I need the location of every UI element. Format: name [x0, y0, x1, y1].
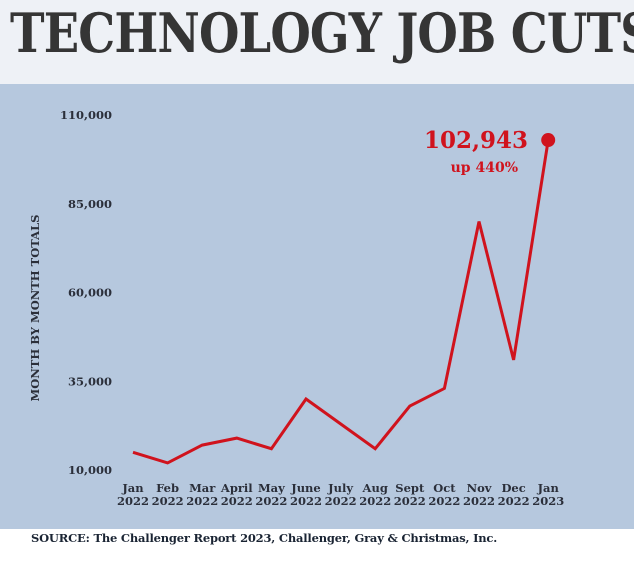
x-tick-label: Oct 2022: [428, 481, 460, 508]
y-tick-label: 60,000: [68, 286, 112, 300]
y-tick-label: 10,000: [68, 463, 112, 477]
x-tick-label: May 2022: [255, 481, 287, 508]
x-tick-label: July 2022: [325, 481, 357, 508]
y-axis-ticks: 10,000 35,000 60,000 85,000 110,000: [60, 108, 112, 477]
x-tick-label: June 2022: [290, 481, 322, 508]
y-axis-label: MONTH BY MONTH TOTALS: [28, 215, 42, 402]
chart-title: TECHNOLOGY JOB CUTS: [10, 1, 634, 65]
series-layer: [132, 133, 556, 465]
y-tick-label: 110,000: [60, 108, 112, 122]
x-tick-label: Sept 2022: [394, 481, 426, 508]
callout-value: 102,943: [424, 127, 528, 154]
x-tick-label: Dec 2022: [498, 481, 530, 508]
x-tick-label: Jan 2023: [532, 481, 564, 508]
y-tick-label: 85,000: [68, 197, 112, 211]
series-line: [132, 139, 550, 465]
x-tick-label: Nov 2022: [463, 481, 495, 508]
x-tick-label: Mar 2022: [186, 481, 218, 508]
plot-area: [0, 84, 634, 529]
x-tick-label: Feb 2022: [152, 481, 184, 508]
callout-subtitle: up 440%: [451, 160, 518, 176]
highlight-point: [541, 133, 556, 148]
x-tick-label: Aug 2022: [359, 481, 391, 508]
x-tick-label: April 2022: [220, 481, 253, 508]
y-tick-label: 35,000: [68, 374, 112, 388]
x-tick-label: Jan 2022: [117, 481, 149, 508]
source-note: SOURCE: The Challenger Report 2023, Chal…: [31, 531, 498, 545]
header: TECHNOLOGY JOB CUTS: [0, 0, 634, 84]
